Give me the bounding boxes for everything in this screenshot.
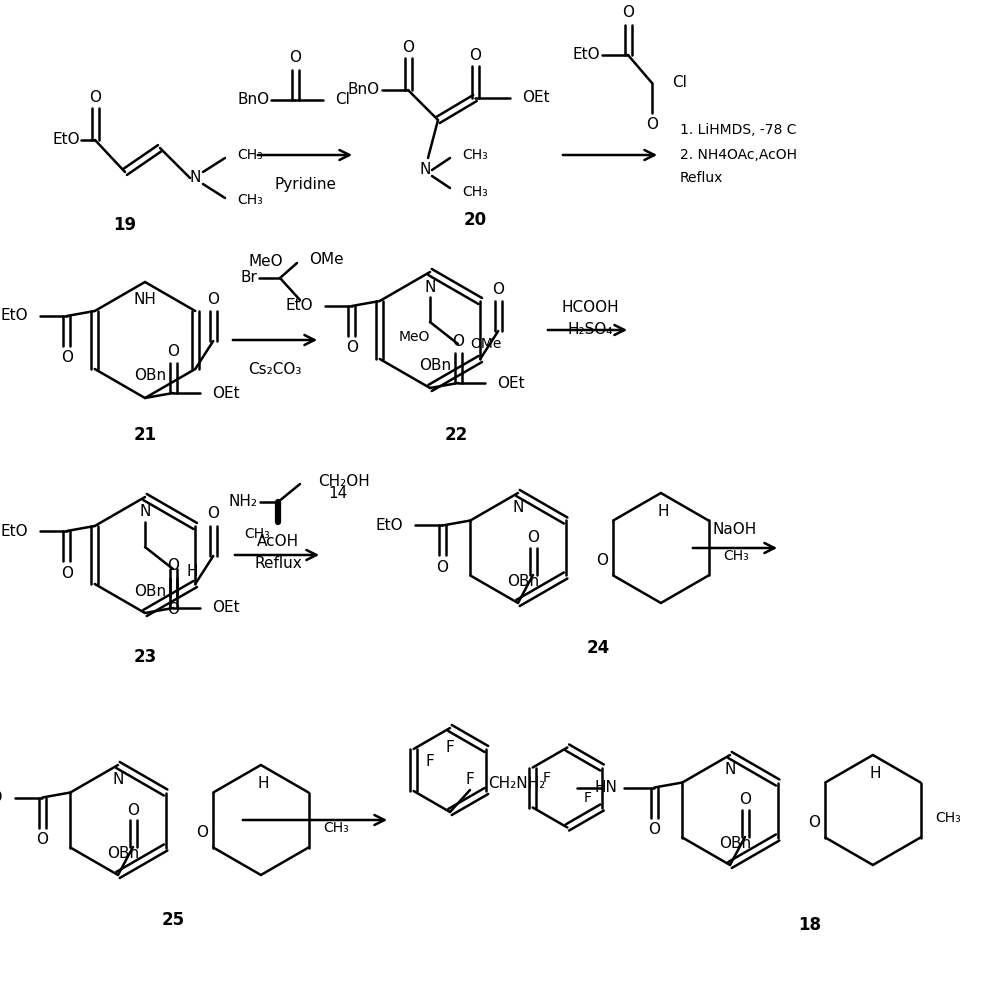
Text: O: O <box>646 118 658 133</box>
Text: EtO: EtO <box>572 48 600 63</box>
Text: CH₃: CH₃ <box>244 527 270 541</box>
Text: 23: 23 <box>133 648 157 666</box>
Text: Pyridine: Pyridine <box>274 177 336 192</box>
Text: HO: HO <box>0 790 3 805</box>
Text: CH₃: CH₃ <box>462 148 488 162</box>
Text: O: O <box>167 558 179 573</box>
Text: O: O <box>207 506 219 521</box>
Text: F: F <box>446 741 454 756</box>
Text: N: N <box>139 504 151 519</box>
Text: O: O <box>127 803 139 818</box>
Text: OMe: OMe <box>309 252 344 267</box>
Text: OBn: OBn <box>134 583 166 598</box>
Text: 19: 19 <box>113 216 137 234</box>
Text: EtO: EtO <box>0 523 28 538</box>
Text: O: O <box>196 825 208 840</box>
Text: O: O <box>167 601 179 616</box>
Text: OBn: OBn <box>719 835 751 850</box>
Text: CH₂NH₂: CH₂NH₂ <box>488 777 545 792</box>
Text: OBn: OBn <box>507 573 539 588</box>
Text: N: N <box>424 279 436 294</box>
Text: O: O <box>492 281 504 296</box>
Text: OEt: OEt <box>212 600 240 615</box>
Text: CH₃: CH₃ <box>724 548 749 562</box>
Text: N: N <box>419 163 431 177</box>
Text: CH₃: CH₃ <box>237 148 263 162</box>
Text: HN: HN <box>594 780 617 795</box>
Text: NH: NH <box>134 292 156 307</box>
Text: Cl: Cl <box>335 93 350 108</box>
Text: F: F <box>426 754 434 769</box>
Text: H: H <box>657 503 669 518</box>
Text: Br: Br <box>240 270 257 285</box>
Text: O: O <box>452 334 464 349</box>
Text: O: O <box>167 344 179 359</box>
Text: BnO: BnO <box>238 93 270 108</box>
Text: O: O <box>61 351 73 366</box>
Text: H: H <box>187 564 198 579</box>
Text: N: N <box>724 763 736 778</box>
Text: O: O <box>739 793 751 808</box>
Text: Reflux: Reflux <box>254 556 302 571</box>
Text: H: H <box>869 766 881 781</box>
Text: NaOH: NaOH <box>713 522 757 537</box>
Text: O: O <box>36 832 48 847</box>
Text: OEt: OEt <box>497 376 525 391</box>
Text: MeO: MeO <box>248 254 283 269</box>
Text: 18: 18 <box>798 916 822 934</box>
Text: OBn: OBn <box>107 845 139 860</box>
Text: O: O <box>289 51 301 66</box>
Text: Cl: Cl <box>672 76 687 91</box>
Text: Cs₂CO₃: Cs₂CO₃ <box>248 363 302 378</box>
Text: F: F <box>584 791 592 805</box>
Text: OBn: OBn <box>419 359 451 374</box>
Text: CH₃: CH₃ <box>237 193 263 207</box>
Text: CH₂OH: CH₂OH <box>318 475 370 490</box>
Text: O: O <box>61 565 73 580</box>
Text: O: O <box>89 91 101 106</box>
Text: O: O <box>622 6 634 21</box>
Text: O: O <box>346 341 358 356</box>
Text: OMe: OMe <box>470 337 501 351</box>
Text: O: O <box>596 553 608 568</box>
Text: O: O <box>648 822 660 837</box>
Text: OEt: OEt <box>212 386 240 401</box>
Text: N: N <box>112 773 124 788</box>
Text: F: F <box>466 772 474 787</box>
Text: BnO: BnO <box>348 83 380 98</box>
Text: 21: 21 <box>133 426 157 444</box>
Text: 14: 14 <box>328 487 347 501</box>
Text: OBn: OBn <box>134 369 166 384</box>
Text: EtO: EtO <box>285 298 313 313</box>
Text: MeO: MeO <box>399 330 430 344</box>
Text: HCOOH: HCOOH <box>561 300 619 315</box>
Text: EtO: EtO <box>52 133 80 148</box>
Text: 24: 24 <box>586 639 610 657</box>
Text: 1. LiHMDS, -78 C: 1. LiHMDS, -78 C <box>680 123 796 137</box>
Text: O: O <box>527 530 539 545</box>
Text: H₂SO₄: H₂SO₄ <box>567 322 613 338</box>
Text: 22: 22 <box>445 426 468 444</box>
Text: O: O <box>436 560 448 575</box>
Text: N: N <box>189 170 201 185</box>
Text: F: F <box>543 771 551 785</box>
Text: Reflux: Reflux <box>680 171 723 185</box>
Text: CH₃: CH₃ <box>324 821 349 834</box>
Text: 20: 20 <box>463 211 487 229</box>
Text: EtO: EtO <box>376 518 403 533</box>
Text: O: O <box>808 815 820 830</box>
Text: 2. NH4OAc,AcOH: 2. NH4OAc,AcOH <box>680 148 797 162</box>
Text: O: O <box>469 49 481 64</box>
Text: AcOH: AcOH <box>257 534 299 549</box>
Text: CH₃: CH₃ <box>936 811 961 825</box>
Text: 25: 25 <box>161 911 185 929</box>
Text: NH₂: NH₂ <box>229 495 258 509</box>
Text: OEt: OEt <box>522 91 550 106</box>
Text: N: N <box>512 500 524 515</box>
Text: CH₃: CH₃ <box>462 185 488 199</box>
Text: O: O <box>402 41 414 56</box>
Text: O: O <box>207 291 219 306</box>
Text: H: H <box>257 776 269 791</box>
Text: EtO: EtO <box>0 308 28 323</box>
